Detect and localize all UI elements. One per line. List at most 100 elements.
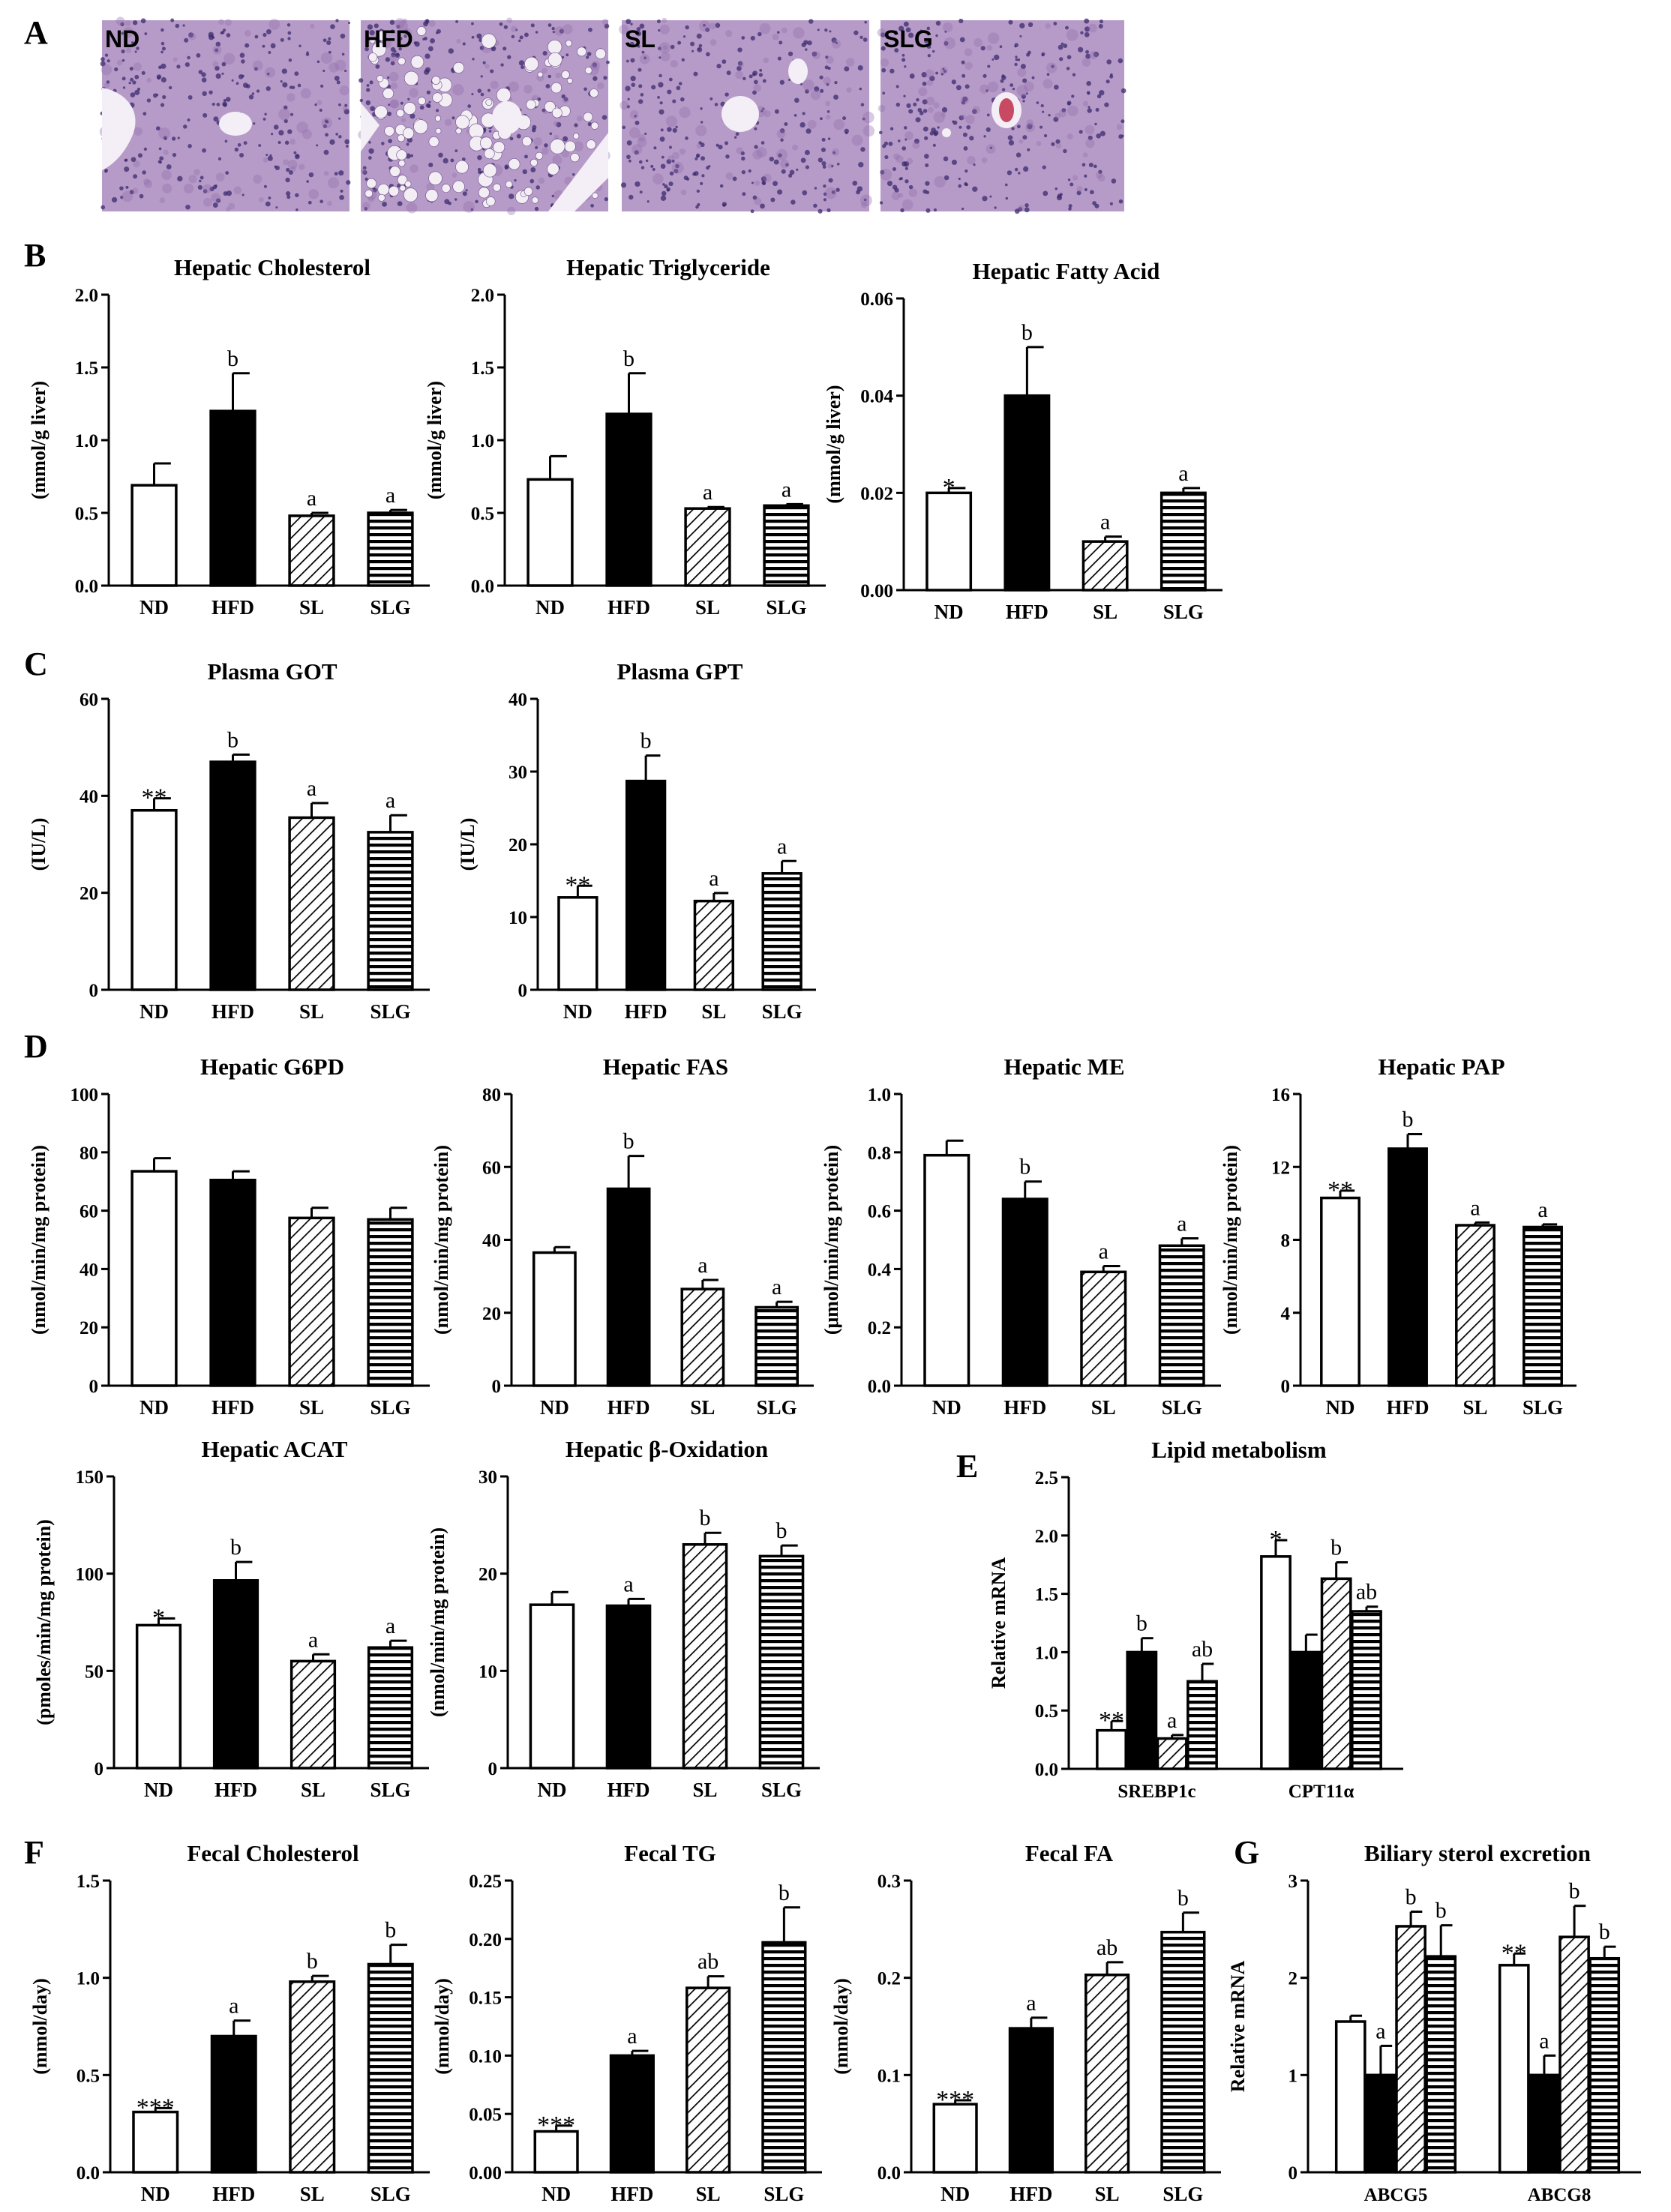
charts-layer: Hepatic Cholesterol0.00.51.01.52.0(mmol/… xyxy=(28,254,1641,2205)
micrograph-lipid-droplet xyxy=(561,70,570,79)
micrograph-nucleus xyxy=(789,169,795,175)
bar-sl xyxy=(290,1659,337,1770)
micrograph-slg: SLG xyxy=(877,18,1126,214)
micrograph-nucleus xyxy=(1104,102,1109,107)
significance-label: a xyxy=(1376,2019,1385,2043)
y-tick-label: 8 xyxy=(1281,1231,1291,1251)
micrograph-nucleus xyxy=(281,68,287,74)
micrograph-nucleus xyxy=(487,88,490,92)
significance-label: b xyxy=(227,727,238,752)
micrograph-nucleus xyxy=(475,199,478,204)
micrograph-nucleus xyxy=(124,166,130,172)
micrograph-texture xyxy=(960,114,967,120)
micrograph-nucleus xyxy=(700,107,703,110)
micrograph-nucleus xyxy=(334,172,338,176)
micrograph-nucleus xyxy=(1005,196,1009,200)
micrograph-texture xyxy=(143,178,150,185)
micrograph-nucleus xyxy=(477,154,482,160)
micrograph-nucleus xyxy=(638,84,643,88)
x-tick-label: HFD xyxy=(1006,601,1048,623)
panel-letter-b: B xyxy=(24,237,46,274)
micrograph-nucleus xyxy=(718,144,723,150)
chart-d3: Hepatic ME0.00.20.40.60.81.0(μmol/min/mg… xyxy=(820,1054,1221,1419)
micrograph-nucleus xyxy=(322,124,328,128)
x-tick-label: HFD xyxy=(608,1396,650,1419)
micrograph-nucleus xyxy=(320,199,324,204)
micrograph-nucleus xyxy=(168,85,172,90)
micrograph-nucleus xyxy=(221,72,224,75)
bar-hfd xyxy=(210,2034,257,2174)
micrograph-texture xyxy=(554,26,565,36)
bar-hfd xyxy=(609,2054,655,2174)
micrograph-nucleus xyxy=(908,32,914,38)
micrograph-nucleus xyxy=(770,197,776,202)
micrograph-nucleus xyxy=(660,195,667,202)
micrograph-nucleus xyxy=(933,208,938,212)
micrograph-nucleus xyxy=(808,19,814,24)
micrograph-nucleus xyxy=(172,152,177,157)
micrograph-nucleus xyxy=(461,157,466,161)
bar-nd xyxy=(926,491,973,592)
micrograph-nucleus xyxy=(856,186,863,192)
micrograph-nucleus xyxy=(700,121,704,124)
micrograph-nucleus xyxy=(962,73,966,78)
micrograph-nucleus xyxy=(989,146,993,149)
significance-label: b xyxy=(1569,1879,1580,1904)
micrograph-texture xyxy=(792,144,799,151)
micrograph-texture xyxy=(1076,186,1083,193)
micrograph-nucleus xyxy=(157,76,160,80)
bar-hfd xyxy=(605,412,652,587)
micrograph-texture xyxy=(763,173,772,183)
micrograph-nucleus xyxy=(130,41,134,44)
micrograph-texture xyxy=(986,44,993,51)
micrograph-texture xyxy=(268,19,280,30)
micrograph-nucleus xyxy=(1120,119,1125,124)
y-axis-label: (mmol/day) xyxy=(29,1978,51,2075)
bar-slg-0 xyxy=(1186,1680,1218,1770)
micrograph-nucleus xyxy=(750,209,754,214)
micrograph-nucleus xyxy=(423,69,430,75)
micrograph-texture xyxy=(725,172,734,180)
x-tick-label: SLG xyxy=(370,596,410,619)
x-tick-label: ND xyxy=(563,1000,592,1023)
micrograph-nucleus xyxy=(202,91,207,97)
micrograph-nucleus xyxy=(1067,178,1071,181)
micrograph-nucleus xyxy=(913,102,917,106)
micrograph-nucleus xyxy=(1014,208,1020,214)
micrograph-nucleus xyxy=(142,112,147,116)
micrograph-nucleus xyxy=(584,87,587,91)
micrograph-nucleus xyxy=(515,28,518,31)
micrograph-texture xyxy=(964,61,973,70)
micrograph-nucleus xyxy=(288,58,292,62)
micrograph-nucleus xyxy=(504,166,508,169)
micrograph-nucleus xyxy=(289,85,293,89)
micrograph-nucleus xyxy=(860,147,866,152)
y-tick-label: 0.5 xyxy=(471,504,494,524)
y-tick-label: 20 xyxy=(508,835,527,856)
micrograph-nucleus xyxy=(924,136,928,140)
micrograph-nucleus xyxy=(708,165,711,168)
micrograph-nucleus xyxy=(806,128,812,134)
micrograph-lipid-droplet xyxy=(397,134,405,142)
micrograph-nucleus xyxy=(462,42,466,46)
micrograph-nucleus xyxy=(502,46,507,51)
micrograph-texture xyxy=(878,104,886,112)
y-tick-label: 60 xyxy=(80,1202,98,1222)
micrograph-lipid-droplet xyxy=(550,82,562,94)
significance-label: a xyxy=(1167,1708,1177,1733)
micrograph-nucleus xyxy=(637,45,640,48)
micrograph-texture xyxy=(779,159,790,169)
micrograph-nucleus xyxy=(909,73,915,79)
micrograph-nucleus xyxy=(1099,19,1103,24)
micrograph-nucleus xyxy=(1099,90,1105,96)
micrograph-nucleus xyxy=(634,150,639,155)
chart-title: Fecal TG xyxy=(624,1840,716,1866)
micrograph-nucleus xyxy=(455,19,459,23)
micrograph-nucleus xyxy=(880,32,886,37)
bar-nd-0 xyxy=(1334,2020,1366,2174)
micrograph-nucleus xyxy=(778,40,783,45)
micrograph-nucleus xyxy=(937,126,940,129)
micrograph-lipid-droplet xyxy=(547,163,560,175)
micrograph-nucleus xyxy=(638,67,642,72)
